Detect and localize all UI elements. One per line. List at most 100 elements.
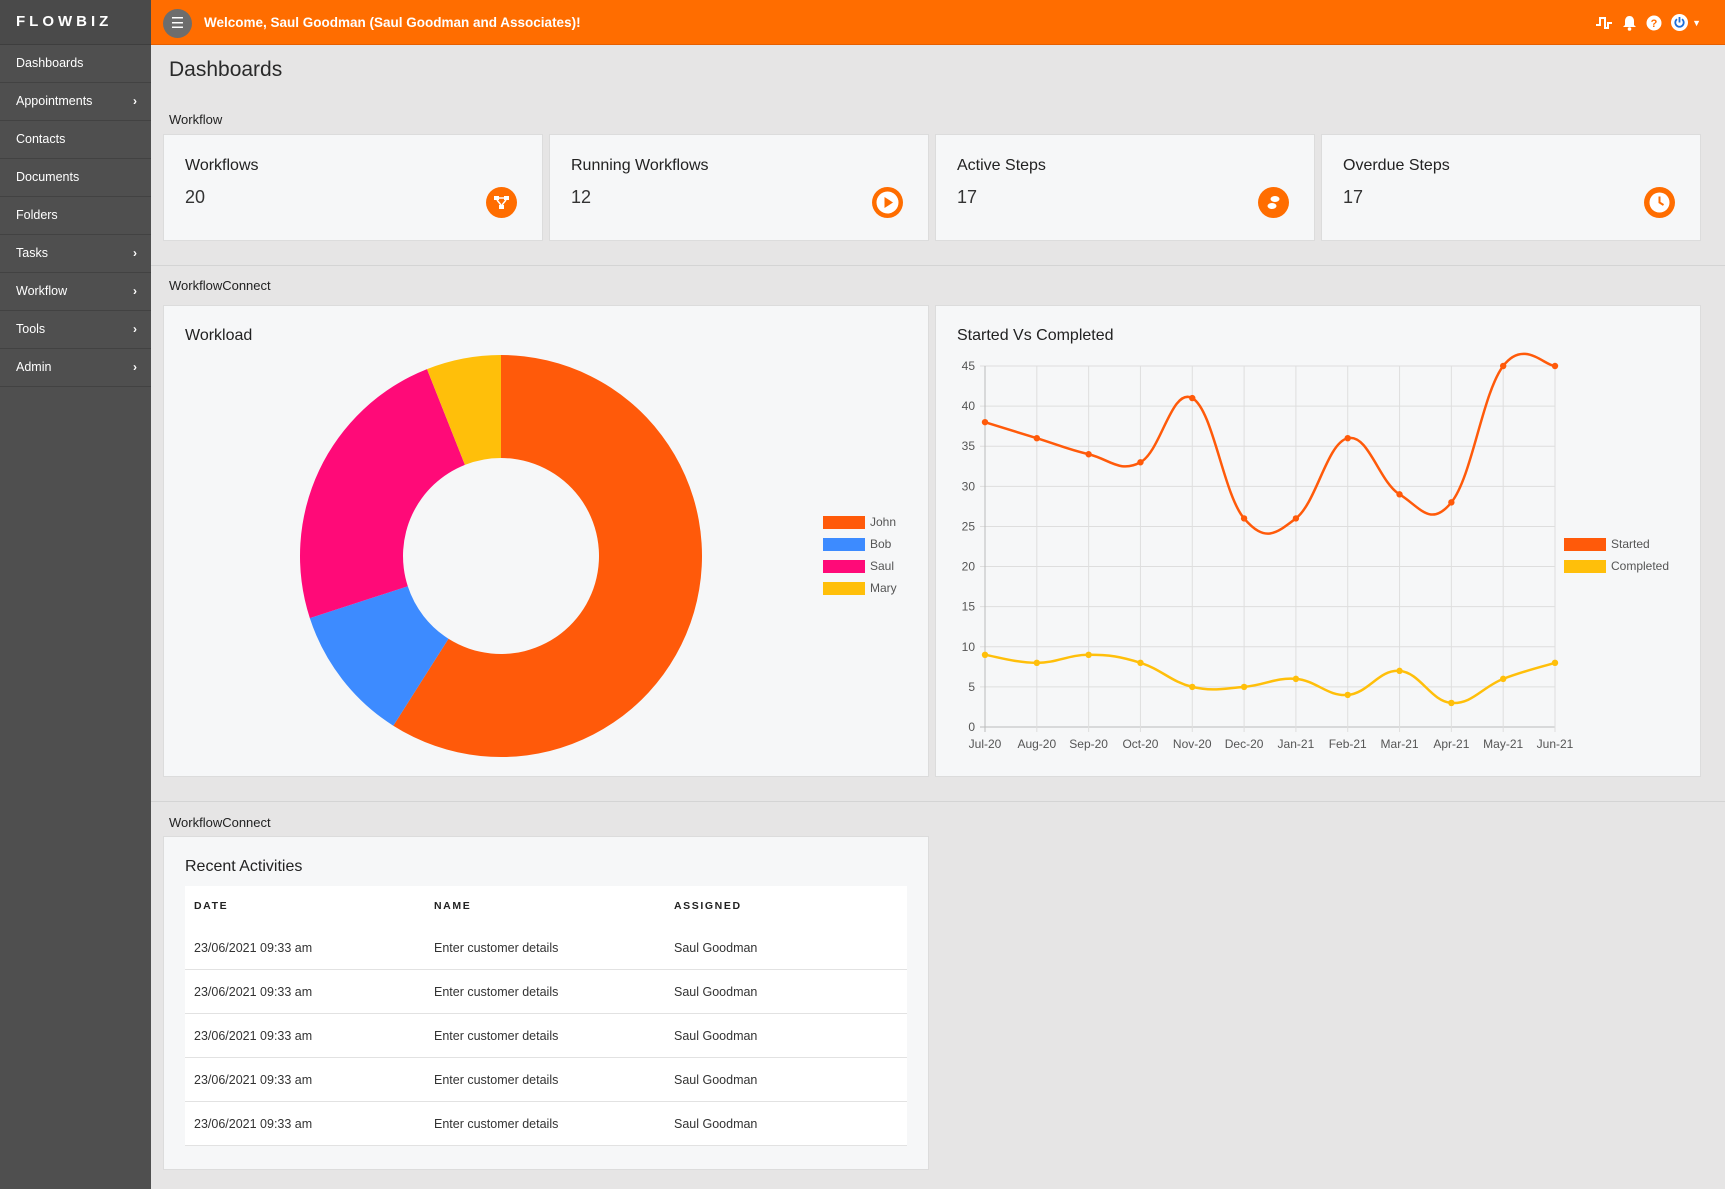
sidebar-item-documents[interactable]: Documents <box>0 159 151 197</box>
table-row[interactable]: 23/06/2021 09:33 am Enter customer detail… <box>185 926 907 970</box>
data-point-started[interactable] <box>1448 499 1455 506</box>
stat-card-running-workflows[interactable]: Running Workflows 12 <box>549 134 929 241</box>
started-completed-legend: Started Completed <box>1564 533 1669 577</box>
clock-icon <box>1644 187 1675 218</box>
bell-icon[interactable] <box>1622 15 1637 31</box>
sidebar-item-workflow[interactable]: Workflow › <box>0 273 151 311</box>
data-point-completed[interactable] <box>1240 683 1248 691</box>
donut-slice-mary[interactable] <box>427 355 501 465</box>
chevron-right-icon: › <box>133 94 137 108</box>
legend-item-started[interactable]: Started <box>1564 533 1669 555</box>
stat-title: Workflows <box>185 157 259 174</box>
legend-item-mary[interactable]: Mary <box>823 577 897 599</box>
stat-title: Running Workflows <box>571 157 709 174</box>
legend-swatch <box>823 559 865 573</box>
data-point-completed[interactable] <box>1396 667 1403 675</box>
data-point-started[interactable] <box>1085 451 1092 458</box>
column-header-name[interactable]: NAME <box>434 900 472 912</box>
y-tick-label: 35 <box>962 439 976 453</box>
account-menu[interactable]: ▼ <box>1671 14 1701 31</box>
workload-card: Workload John Bob Saul Mary <box>163 305 929 777</box>
data-point-started[interactable] <box>1499 362 1507 370</box>
data-point-started[interactable] <box>1292 515 1300 522</box>
x-tick-label: Nov-20 <box>1173 737 1212 751</box>
x-tick-label: Jun-21 <box>1537 737 1574 751</box>
data-point-started[interactable] <box>981 418 989 426</box>
y-tick-label: 20 <box>962 560 976 574</box>
sidebar-item-label: Admin <box>16 360 52 374</box>
donut-slice-john[interactable] <box>393 355 702 757</box>
column-header-assigned[interactable]: ASSIGNED <box>674 900 742 912</box>
stat-value: 17 <box>957 187 978 207</box>
activities-table: DATE NAME ASSIGNED 23/06/2021 09:33 am En… <box>185 886 907 1146</box>
data-point-started[interactable] <box>1344 435 1351 442</box>
table-row[interactable]: 23/06/2021 09:33 am Enter customer detail… <box>185 970 907 1014</box>
stat-title: Active Steps <box>957 157 1046 174</box>
data-point-started[interactable] <box>1189 394 1196 402</box>
power-icon <box>1671 14 1689 31</box>
sidebar-item-folders[interactable]: Folders <box>0 197 151 235</box>
sidebar-item-label: Contacts <box>16 132 66 146</box>
data-point-completed[interactable] <box>1448 699 1455 707</box>
cell-name: Enter customer details <box>434 984 559 999</box>
pulse-icon[interactable] <box>1595 15 1613 31</box>
data-point-completed[interactable] <box>1292 675 1300 683</box>
y-tick-label: 5 <box>968 680 975 694</box>
section-label-workflowconnect: WorkflowConnect <box>169 815 271 830</box>
legend-item-completed[interactable]: Completed <box>1564 555 1669 577</box>
legend-item-saul[interactable]: Saul <box>823 555 897 577</box>
started-completed-card: Started Vs Completed 0 5 10 15 20 25 30 35 40 45 J… <box>935 305 1701 777</box>
table-body: 23/06/2021 09:33 am Enter customer detail… <box>185 926 907 1146</box>
legend-item-john[interactable]: John <box>823 511 897 533</box>
sidebar: FLOWBIZ Dashboards Appointments › Contacts D… <box>0 0 151 1189</box>
cell-assigned: Saul Goodman <box>674 1116 758 1131</box>
data-point-completed[interactable] <box>1189 683 1196 691</box>
table-row[interactable]: 23/06/2021 09:33 am Enter customer detail… <box>185 1014 907 1058</box>
data-point-completed[interactable] <box>1085 651 1092 658</box>
sidebar-item-dashboards[interactable]: Dashboards <box>0 45 151 83</box>
series-line-completed <box>984 653 1556 705</box>
legend-label: Bob <box>870 537 892 551</box>
sidebar-item-label: Folders <box>16 208 58 222</box>
data-point-completed[interactable] <box>1499 675 1507 683</box>
legend-label: John <box>870 515 897 529</box>
sidebar-item-label: Workflow <box>16 284 68 298</box>
data-point-started[interactable] <box>1551 362 1559 370</box>
cell-date: 23/06/2021 09:33 am <box>194 984 313 999</box>
sidebar-item-label: Tasks <box>16 246 48 260</box>
data-point-started[interactable] <box>1033 435 1041 442</box>
stat-card-workflows[interactable]: Workflows 20 <box>163 134 543 241</box>
data-point-completed[interactable] <box>1551 659 1559 667</box>
table-row[interactable]: 23/06/2021 09:33 am Enter customer detail… <box>185 1058 907 1102</box>
data-point-started[interactable] <box>1396 491 1403 498</box>
stat-card-overdue-steps[interactable]: Overdue Steps 17 <box>1321 134 1701 241</box>
chevron-right-icon: › <box>133 322 137 336</box>
data-point-started[interactable] <box>1240 515 1248 522</box>
table-row[interactable]: 23/06/2021 09:33 am Enter customer detail… <box>185 1102 907 1146</box>
donut-slice-bob[interactable] <box>309 586 449 726</box>
help-icon[interactable]: ? <box>1646 15 1662 31</box>
sidebar-item-appointments[interactable]: Appointments › <box>0 83 151 121</box>
donut-slice-saul[interactable] <box>300 369 465 619</box>
table-header: DATE NAME ASSIGNED <box>185 886 907 926</box>
data-point-completed[interactable] <box>1344 691 1351 699</box>
sidebar-item-admin[interactable]: Admin › <box>0 349 151 387</box>
stat-card-active-steps[interactable]: Active Steps 17 <box>935 134 1315 241</box>
column-header-date[interactable]: DATE <box>194 900 229 912</box>
cell-assigned: Saul Goodman <box>674 984 758 999</box>
sidebar-item-tasks[interactable]: Tasks › <box>0 235 151 273</box>
top-bar: ☰ Welcome, Saul Goodman (Saul Goodman an… <box>151 0 1725 45</box>
series-line-started <box>984 352 1556 535</box>
data-point-completed[interactable] <box>1033 659 1041 667</box>
stat-title: Overdue Steps <box>1343 157 1450 174</box>
brand-logo[interactable]: FLOWBIZ <box>0 0 151 45</box>
data-point-started[interactable] <box>1137 459 1144 466</box>
sidebar-item-tools[interactable]: Tools › <box>0 311 151 349</box>
legend-item-bob[interactable]: Bob <box>823 533 897 555</box>
legend-label: Saul <box>870 559 895 573</box>
data-point-completed[interactable] <box>1137 659 1144 667</box>
data-point-completed[interactable] <box>981 651 989 658</box>
sidebar-item-contacts[interactable]: Contacts <box>0 121 151 159</box>
cell-name: Enter customer details <box>434 1072 559 1087</box>
menu-toggle-button[interactable]: ☰ <box>163 9 192 38</box>
